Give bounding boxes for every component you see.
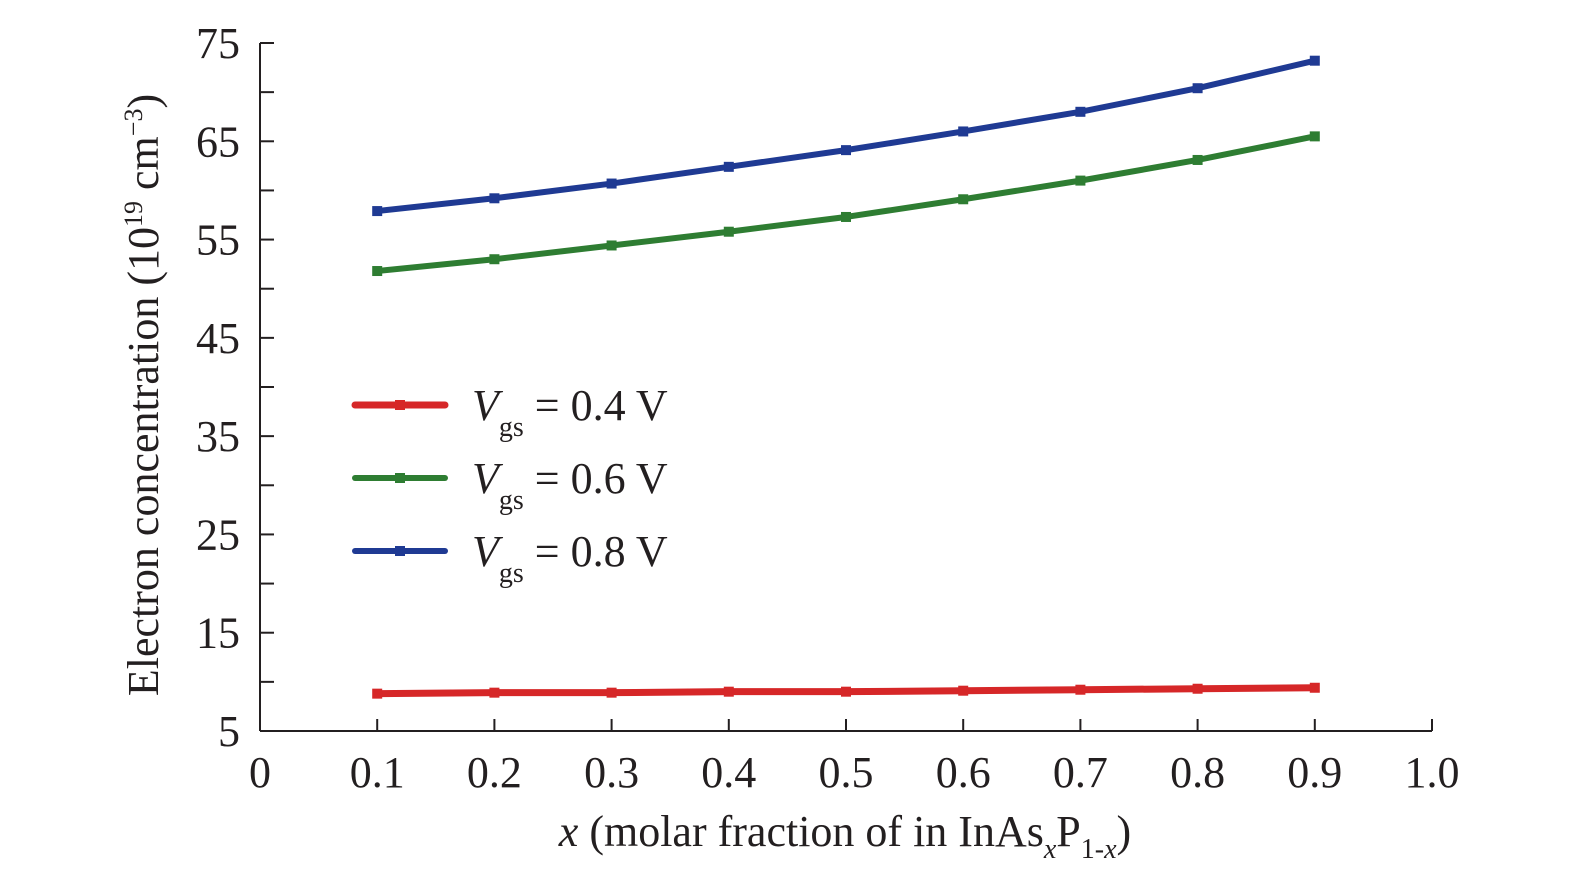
data-point	[1309, 131, 1320, 142]
x-tick-label: 0.8	[1170, 748, 1225, 797]
x-tick-label: 0.7	[1053, 748, 1108, 797]
legend-item: Vgs = 0.4 V	[351, 381, 668, 443]
data-point	[1075, 175, 1086, 186]
y-tick-label: 75	[196, 19, 240, 68]
data-point	[723, 226, 734, 237]
legend-item: Vgs = 0.8 V	[352, 527, 668, 589]
x-tick-label: 0.3	[584, 748, 639, 797]
y-tick-label: 5	[218, 707, 240, 756]
data-point	[1309, 55, 1320, 66]
y-tick-label: 45	[196, 314, 240, 363]
series-layer	[372, 55, 1320, 699]
legend-label: Vgs = 0.4 V	[472, 381, 668, 443]
x-tick-label: 0.1	[350, 748, 405, 797]
data-point	[841, 145, 851, 156]
x-tick-label: 1.0	[1405, 748, 1460, 797]
series-1	[372, 682, 1320, 699]
data-point	[1192, 683, 1203, 694]
legend-item: Vgs = 0.6 V	[352, 454, 668, 516]
y-axis-label: Electron concentration (1019 cm−3)	[119, 94, 168, 696]
x-tick-label: 0.9	[1287, 748, 1342, 797]
data-point	[1192, 83, 1203, 94]
data-point	[372, 688, 383, 699]
data-point	[489, 254, 500, 265]
data-point	[489, 687, 500, 698]
legend: Vgs = 0.4 V Vgs = 0.6 V Vgs = 0.8 V	[351, 381, 668, 589]
data-point	[606, 687, 617, 698]
data-point	[1309, 682, 1320, 693]
data-point	[958, 194, 969, 205]
legend-marker	[395, 473, 405, 483]
legend-label: Vgs = 0.8 V	[472, 527, 668, 589]
y-tick-label: 65	[196, 117, 240, 166]
axes: 5 15 25 35 45 55 65 75 0 0.1 0.2 0.3 0.4 0.5 0.6 0.7 0.8…	[196, 19, 1460, 797]
data-point	[1075, 106, 1086, 117]
data-point	[606, 178, 617, 189]
x-tick-label: 0.2	[467, 748, 522, 797]
y-tick-label: 15	[196, 609, 240, 658]
y-tick-label: 25	[196, 510, 240, 559]
data-point	[841, 211, 851, 222]
data-point	[372, 206, 383, 217]
data-point	[1075, 684, 1086, 695]
data-point	[606, 240, 617, 251]
data-point	[1192, 154, 1203, 165]
data-point	[489, 193, 500, 204]
legend-label: Vgs = 0.6 V	[472, 454, 668, 516]
y-tick-label: 55	[196, 216, 240, 265]
series-line	[374, 133, 1318, 275]
x-tick-label: 0.4	[701, 748, 756, 797]
y-tick-label: 35	[196, 412, 240, 461]
data-point	[723, 686, 734, 697]
legend-marker	[395, 546, 405, 556]
data-point	[958, 126, 969, 137]
x-tick-label: 0.6	[936, 748, 991, 797]
series-line	[374, 57, 1318, 215]
data-point	[958, 685, 969, 696]
data-point	[372, 266, 383, 277]
data-point	[723, 161, 734, 172]
series-2	[372, 131, 1320, 277]
x-tick-label: 0.5	[819, 748, 874, 797]
x-tick-label: 0	[249, 748, 271, 797]
x-axis-label: x (molar fraction of in InAsxP1-x)	[558, 807, 1131, 865]
series-3	[372, 55, 1320, 217]
data-point	[841, 686, 851, 697]
legend-marker	[395, 400, 405, 410]
